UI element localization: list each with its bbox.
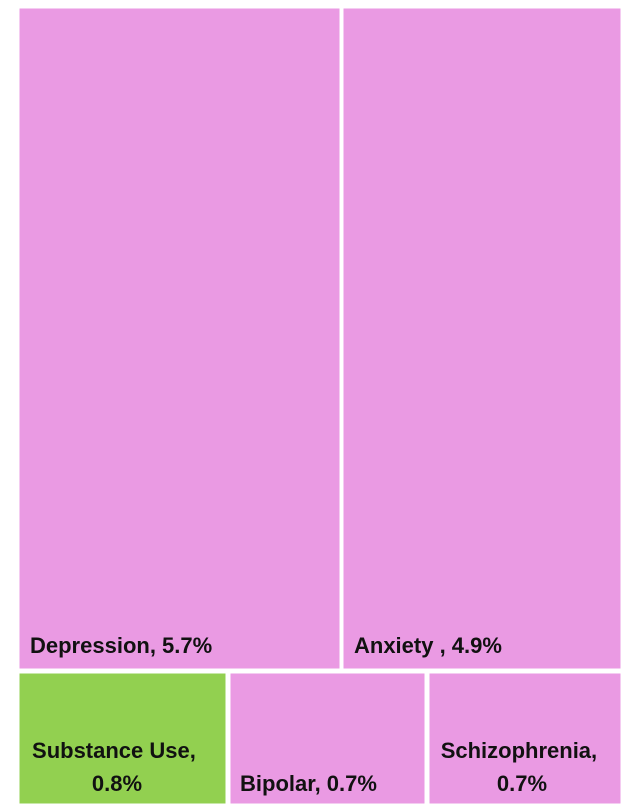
label-substance-use-line-1: Substance Use,: [32, 738, 196, 763]
label-bipolar: Bipolar, 0.7%: [240, 771, 377, 796]
label-schizophrenia-line-2: 0.7%: [497, 771, 547, 796]
label-anxiety: Anxiety , 4.9%: [354, 633, 502, 658]
tile-substance-use: [18, 672, 227, 804]
label-depression: Depression, 5.7%: [30, 633, 212, 658]
tile-depression: [18, 7, 341, 670]
tile-anxiety: [342, 7, 622, 670]
label-schizophrenia-line-1: Schizophrenia,: [441, 738, 597, 763]
label-schizophrenia: Schizophrenia, 0.7%: [441, 738, 604, 796]
tile-bipolar: [229, 672, 426, 804]
tile-schizophrenia: [428, 672, 622, 804]
label-substance-use: Substance Use, 0.8%: [32, 738, 202, 796]
label-substance-use-line-2: 0.8%: [92, 771, 142, 796]
